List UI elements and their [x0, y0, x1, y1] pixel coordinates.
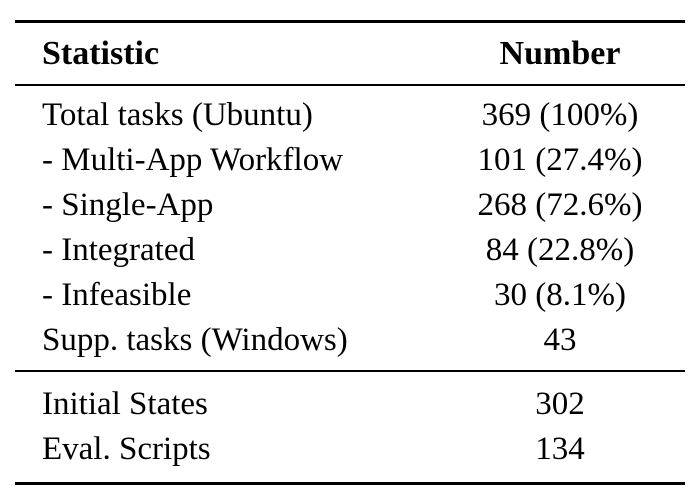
statistic-cell: Eval. Scripts — [42, 431, 211, 467]
number-cell: 30 (8.1%) — [494, 277, 626, 313]
table-row: - Infeasible 30 (8.1%) — [15, 273, 685, 318]
number-cell: 134 — [535, 431, 585, 467]
statistic-cell: - Single-App — [42, 187, 214, 223]
table-row: - Multi-App Workflow 101 (27.4%) — [15, 138, 685, 183]
statistic-cell: Total tasks (Ubuntu) — [42, 97, 313, 133]
number-cell: 302 — [535, 386, 585, 422]
table-row: - Integrated 84 (22.8%) — [15, 228, 685, 273]
number-cell: 101 (27.4%) — [477, 142, 643, 178]
number-cell: 369 (100%) — [481, 97, 639, 133]
statistic-cell: - Multi-App Workflow — [42, 142, 344, 178]
statistics-table: Statistic Number Total tasks (Ubuntu) 36… — [15, 20, 685, 485]
header-rule — [15, 84, 685, 86]
bottom-rule — [15, 482, 685, 485]
number-cell: 43 — [543, 322, 577, 358]
statistic-cell: - Infeasible — [42, 277, 192, 313]
mid-rule — [15, 370, 685, 372]
table-header-row: Statistic Number — [15, 23, 685, 84]
table-row: Supp. tasks (Windows) 43 — [15, 318, 685, 363]
table-row: Initial States 302 — [15, 382, 685, 427]
number-cell: 84 (22.8%) — [485, 232, 635, 268]
table-row: Eval. Scripts 134 — [15, 427, 685, 472]
statistic-cell: Supp. tasks (Windows) — [42, 322, 348, 358]
number-column-header: Number — [499, 34, 621, 72]
number-cell: 268 (72.6%) — [477, 187, 643, 223]
tasks-section: Total tasks (Ubuntu) 369 (100%) - Multi-… — [15, 86, 685, 370]
statistic-cell: - Integrated — [42, 232, 195, 268]
statistic-cell: Initial States — [42, 386, 208, 422]
top-rule — [15, 20, 685, 23]
table-row: Total tasks (Ubuntu) 369 (100%) — [15, 93, 685, 138]
statistic-column-header: Statistic — [42, 34, 160, 72]
infrastructure-section: Initial States 302 Eval. Scripts 134 — [15, 372, 685, 482]
table-row: - Single-App 268 (72.6%) — [15, 183, 685, 228]
